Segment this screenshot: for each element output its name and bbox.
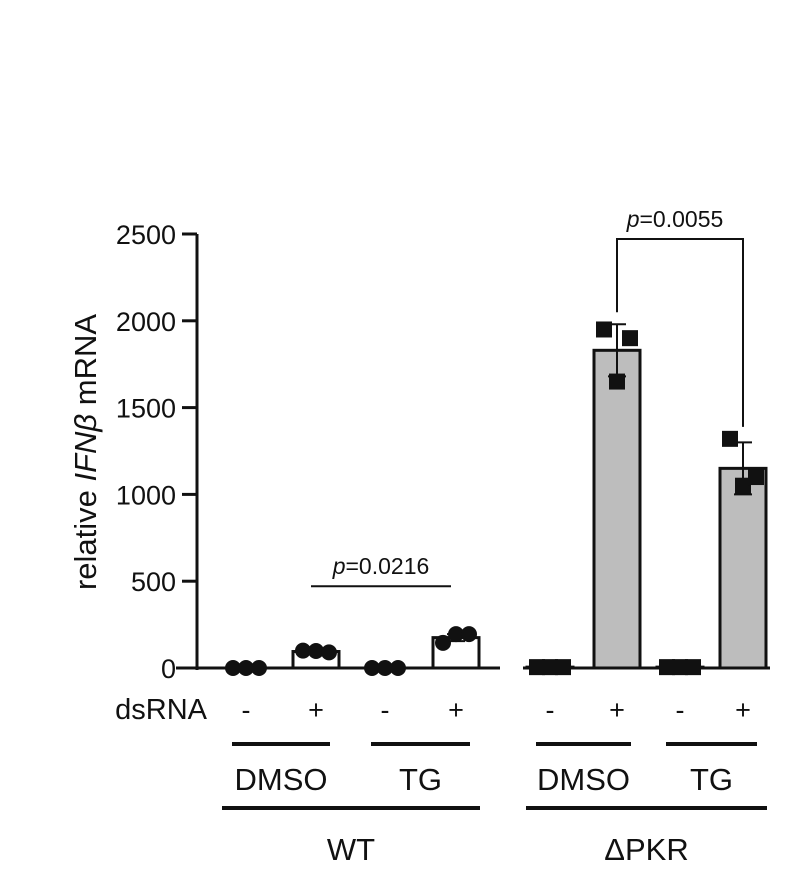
y-tick-label: 0 [161, 654, 176, 684]
data-point [435, 634, 451, 651]
dsrna-sign: + [448, 695, 464, 725]
genotype-label: ΔPKR [604, 832, 688, 867]
significance-brackets: p=0.0216 p=0.0055 [311, 206, 744, 588]
y-tick-label: 1500 [116, 394, 176, 424]
data-point [321, 644, 337, 661]
dsrna-sign: - [676, 695, 685, 725]
y-axis-title-suffix: mRNA [68, 314, 103, 414]
y-axis: 0 500 1000 1500 2000 2500 [116, 220, 199, 684]
data-point [722, 430, 738, 447]
y-axis-title: relative IFNβ mRNA [68, 314, 103, 590]
comparison-bracket [616, 238, 744, 427]
bars [291, 323, 768, 670]
data-point [295, 642, 311, 659]
p-value-label: p=0.0216 [332, 553, 430, 579]
y-tick-label: 1000 [116, 480, 176, 510]
p-value-label: p=0.0055 [626, 206, 724, 232]
data-point [448, 626, 464, 643]
treatment-label: DMSO [235, 762, 328, 797]
row-label-dsrna: dsRNA [115, 694, 208, 726]
genotype-label: WT [327, 832, 375, 867]
data-point [609, 373, 625, 390]
dsrna-sign: + [609, 695, 625, 725]
treatment-label: TG [690, 762, 733, 797]
data-point [622, 330, 638, 347]
dsrna-sign: + [735, 695, 751, 725]
dsrna-sign: - [546, 695, 555, 725]
y-axis-title-gene: IFNβ [68, 414, 103, 482]
data-point [308, 642, 324, 659]
y-tick-label: 2500 [116, 220, 176, 250]
data-point [461, 626, 477, 643]
data-point [748, 469, 764, 486]
treatment-label: DMSO [537, 762, 630, 797]
dsrna-sign: - [242, 695, 251, 725]
dsrna-sign: - [381, 695, 390, 725]
y-tick-label: 500 [131, 567, 176, 597]
treatment-label: TG [399, 762, 442, 797]
data-points [225, 321, 764, 676]
group-labels: DMSO TG DMSO TG WT ΔPKR [222, 742, 767, 867]
dsrna-signs: - + - + - + - + [242, 695, 751, 725]
y-axis-title-prefix: relative [68, 482, 103, 591]
dsrna-sign: + [308, 695, 324, 725]
data-point [735, 477, 751, 494]
data-point [596, 321, 612, 338]
bar [718, 466, 768, 670]
bar [592, 348, 642, 670]
y-tick-label: 2000 [116, 307, 176, 337]
